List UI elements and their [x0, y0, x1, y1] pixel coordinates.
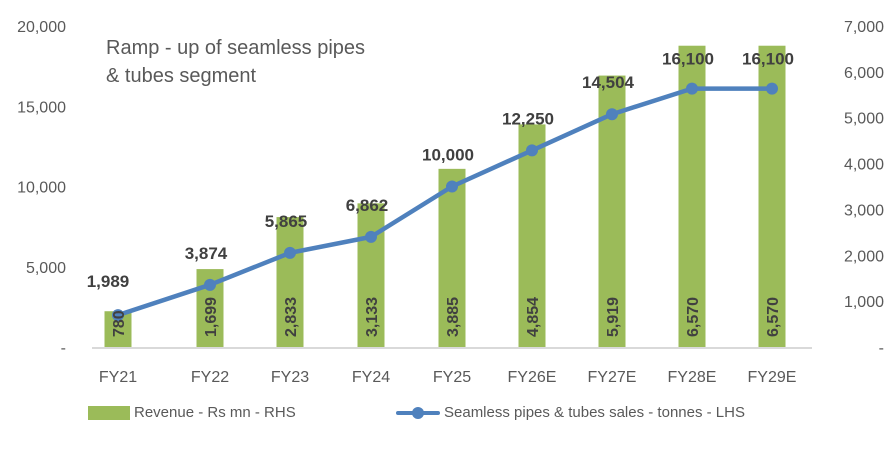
revenue-bar — [518, 124, 546, 348]
chart-title: Ramp - up of seamless pipes & tubes segm… — [106, 37, 366, 87]
sales-marker — [526, 144, 538, 157]
x-axis-tick: FY27E — [588, 369, 637, 386]
right-axis-tick: 1,000 — [844, 294, 884, 311]
x-axis-tick: FY22 — [191, 369, 229, 386]
sales-data-label: 3,874 — [185, 244, 228, 263]
legend-label-revenue: Revenue - Rs mn - RHS — [134, 404, 296, 421]
x-axis-tick: FY25 — [433, 369, 471, 386]
sales-data-label: 12,250 — [502, 109, 554, 128]
left-axis-tick: 10,000 — [17, 180, 66, 197]
right-axis-tick: - — [879, 340, 884, 357]
left-axis-tick: 5,000 — [26, 260, 66, 277]
sales-marker — [365, 230, 377, 243]
left-axis-tick: 20,000 — [17, 19, 66, 36]
sales-marker — [204, 278, 216, 291]
chart-legend: Revenue - Rs mn - RHS Seamless pipes & t… — [0, 404, 896, 428]
legend-label-sales: Seamless pipes & tubes sales - tonnes - … — [444, 404, 745, 421]
right-axis-tick: 2,000 — [844, 248, 884, 265]
sales-data-label: 16,100 — [742, 50, 794, 69]
revenue-bar — [678, 45, 706, 348]
left-axis-tick: 15,000 — [17, 99, 66, 116]
revenue-data-label: 6,570 — [765, 297, 782, 337]
x-axis-tick: FY28E — [668, 369, 717, 386]
right-axis-tick: 3,000 — [844, 202, 884, 219]
sales-data-label: 1,989 — [87, 272, 130, 291]
x-axis-tick: FY23 — [271, 369, 309, 386]
sales-marker — [284, 246, 296, 259]
sales-marker — [766, 82, 778, 95]
right-axis-tick: 4,000 — [844, 157, 884, 174]
revenue-data-label: 4,854 — [525, 297, 542, 337]
x-axis-tick: FY26E — [508, 369, 557, 386]
revenue-data-label: 2,833 — [283, 297, 300, 337]
sales-marker — [446, 180, 458, 193]
right-axis-tick: 6,000 — [844, 65, 884, 82]
bar-swatch-icon — [88, 405, 130, 420]
revenue-data-label: 6,570 — [685, 297, 702, 337]
sales-data-label: 16,100 — [662, 50, 714, 69]
sales-data-label: 6,862 — [346, 196, 389, 215]
sales-data-label: 14,504 — [582, 73, 635, 92]
sales-data-label: 10,000 — [422, 146, 474, 165]
revenue-bar — [276, 217, 304, 347]
revenue-data-label: 1,699 — [203, 297, 220, 337]
revenue-data-label: 5,919 — [605, 297, 622, 337]
sales-marker — [606, 108, 618, 121]
revenue-data-label: 3,885 — [445, 297, 462, 337]
revenue-bar — [357, 203, 385, 347]
legend-item-sales: Seamless pipes & tubes sales - tonnes - … — [396, 404, 745, 421]
line-marker-icon — [396, 406, 440, 420]
x-axis-tick: FY24 — [352, 369, 390, 386]
sales-marker — [112, 309, 124, 322]
sales-data-label: 5,865 — [265, 212, 308, 231]
sales-marker — [686, 82, 698, 95]
revenue-bar — [438, 168, 466, 347]
revenue-data-label: 3,133 — [364, 297, 381, 337]
revenue-data-label: 780 — [111, 310, 128, 337]
right-axis-tick: 5,000 — [844, 111, 884, 128]
x-axis-tick: FY21 — [99, 369, 137, 386]
legend-item-revenue: Revenue - Rs mn - RHS — [88, 404, 296, 421]
x-axis-tick: FY29E — [748, 369, 797, 386]
right-axis-tick: 7,000 — [844, 19, 884, 36]
revenue-bar — [598, 75, 626, 348]
left-axis-tick: - — [61, 340, 66, 357]
revenue-bar — [758, 45, 786, 348]
